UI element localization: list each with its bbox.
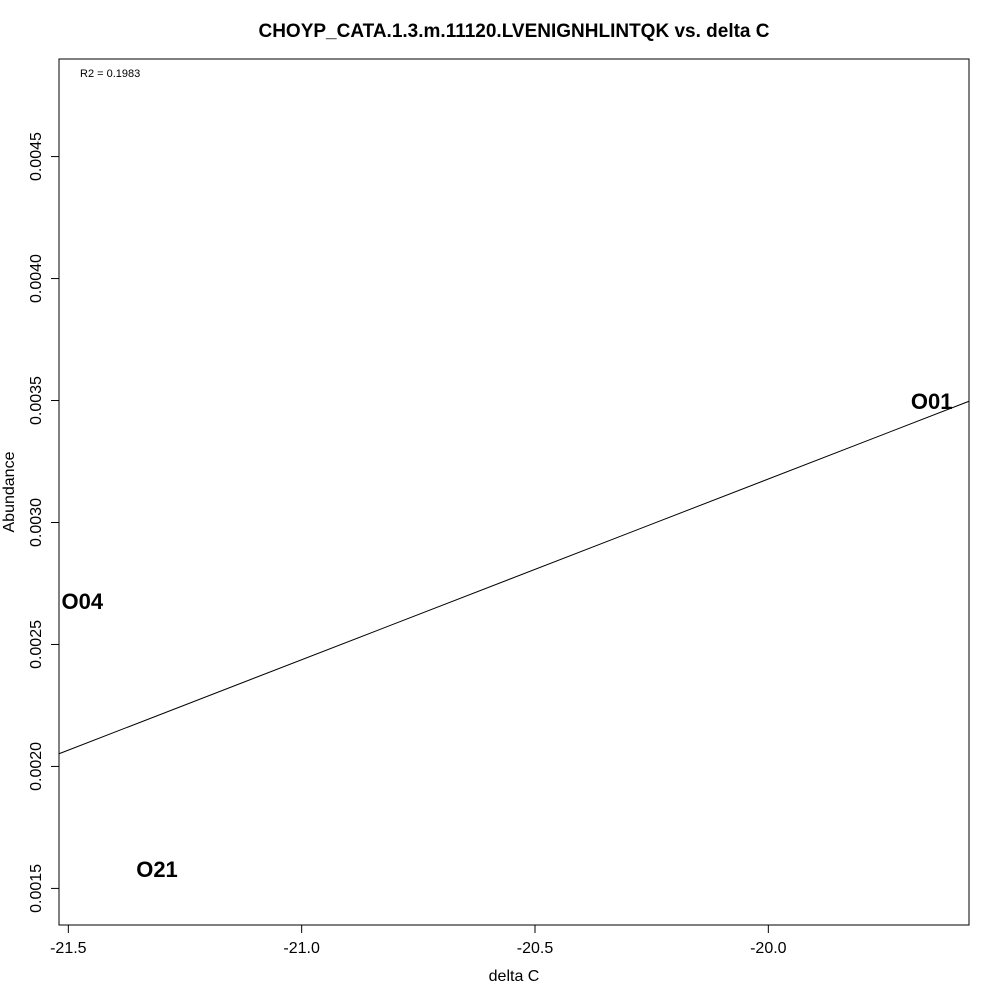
- regression-line-group: [58, 400, 970, 755]
- x-tick-label: -21.0: [283, 940, 320, 957]
- y-tick-label: 0.0015: [28, 864, 45, 913]
- y-tick-label: 0.0035: [28, 376, 45, 425]
- point-o01: O01: [911, 389, 953, 414]
- y-axis-label: Abundance: [1, 451, 18, 532]
- y-tick-label: 0.0030: [28, 498, 45, 547]
- y-tick-label: 0.0020: [28, 742, 45, 791]
- x-tick-label: -21.5: [50, 940, 87, 957]
- y-tick-label: 0.0045: [28, 132, 45, 181]
- chart-title: CHOYP_CATA.1.3.m.11120.LVENIGNHLINTQK vs…: [258, 21, 769, 42]
- regression-line: [58, 400, 970, 755]
- x-tick-label: -20.0: [750, 940, 787, 957]
- point-o04: O04: [62, 589, 104, 614]
- y-tick-label: 0.0040: [28, 254, 45, 303]
- point-o21: O21: [136, 857, 178, 882]
- x-tick-label: -20.5: [517, 940, 554, 957]
- y-axis: 0.0015 0.0020 0.0025 0.0030 0.0035 0.0040 0.00…: [28, 132, 60, 913]
- y-tick-label: 0.0025: [28, 620, 45, 669]
- data-points: O01 O04 O21: [62, 389, 953, 882]
- x-axis-label: delta C: [489, 968, 540, 985]
- x-axis: -21.5 -21.0 -20.5 -20.0: [50, 924, 787, 957]
- plot-frame: [58, 58, 970, 926]
- r2-annotation: R2 = 0.1983: [80, 68, 140, 80]
